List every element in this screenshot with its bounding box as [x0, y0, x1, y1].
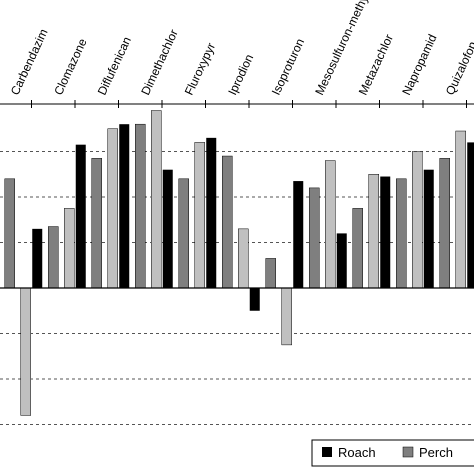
legend-swatch-roach: [322, 447, 332, 457]
legend-label-perch: Perch: [419, 445, 453, 460]
bar-roach-thifensulfuron: [467, 142, 474, 288]
bar-roach-mesosulfuron-methyl: [293, 181, 304, 288]
bar-perch-napropamid: [396, 178, 407, 289]
category-label: Diflufenican: [95, 35, 134, 98]
legend: Roach Perch: [311, 439, 474, 467]
bar-series-3-clomazone: [64, 208, 75, 289]
bar-roach-quizalofop: [423, 169, 434, 288]
category-label: Carbendazim: [8, 27, 51, 98]
bar-perch-diflufenican: [91, 158, 102, 289]
category-label: Dimethachlor: [138, 27, 181, 97]
bar-perch-iprodion: [222, 155, 233, 289]
bar-series-3-isoproturon: [281, 287, 292, 346]
bar-series-3-iprodion: [238, 228, 249, 289]
category-label: Clomazone: [51, 36, 89, 97]
bar-series-3-fluroxypyr: [194, 142, 205, 289]
bar-perch-quizalofop: [439, 158, 450, 289]
category-label: Metazachlor: [356, 32, 396, 97]
bar-roach-diflufenican: [75, 144, 86, 288]
bar-perch-mesosulfuron-methyl: [309, 187, 320, 289]
bar-series-3-diflufenican: [107, 128, 118, 289]
bar-roach-dimethachlor: [119, 124, 130, 288]
bar-perch-dimethachlor: [135, 123, 146, 289]
bar-roach-isoproturon: [249, 288, 260, 311]
bar-roach-iprodion: [206, 137, 217, 288]
category-label: Quizalofop: [443, 39, 474, 97]
legend-box: [311, 439, 474, 467]
bar-roach-metazachlor: [336, 233, 347, 288]
bar-roach-fluroxypyr: [162, 169, 173, 288]
category-label: Fluroxypyr: [182, 41, 218, 98]
bar-roach-clomazone: [32, 228, 43, 288]
legend-label-roach: Roach: [338, 445, 376, 460]
bar-perch-carbendazim: [4, 178, 15, 289]
legend-swatch-perch: [402, 446, 414, 458]
bar-perch-fluroxypyr: [178, 178, 189, 289]
bar-series-3-dimethachlor: [151, 110, 162, 289]
category-labels: Carbendazim Clomazone Diflufenican Dimethac…: [8, 0, 474, 97]
bars: [4, 110, 474, 416]
category-label: Isoproturon: [269, 36, 307, 97]
bar-series-3-mesosulfuron-methyl: [325, 160, 336, 289]
bar-perch-clomazone: [48, 226, 59, 289]
bar-series-3-metazachlor: [368, 174, 379, 289]
category-label: Iprodion: [225, 52, 256, 97]
category-ticks: [0, 100, 474, 108]
bar-perch-metazachlor: [352, 208, 363, 289]
bar-perch-isoproturon: [265, 258, 276, 289]
bar-series-3-carbendazim: [20, 287, 31, 416]
category-label: Napropamid: [399, 32, 439, 97]
bar-series-3-quizalofop: [455, 130, 466, 289]
bar-roach-napropamid: [380, 176, 391, 288]
bar-series-3-napropamid: [412, 151, 423, 289]
